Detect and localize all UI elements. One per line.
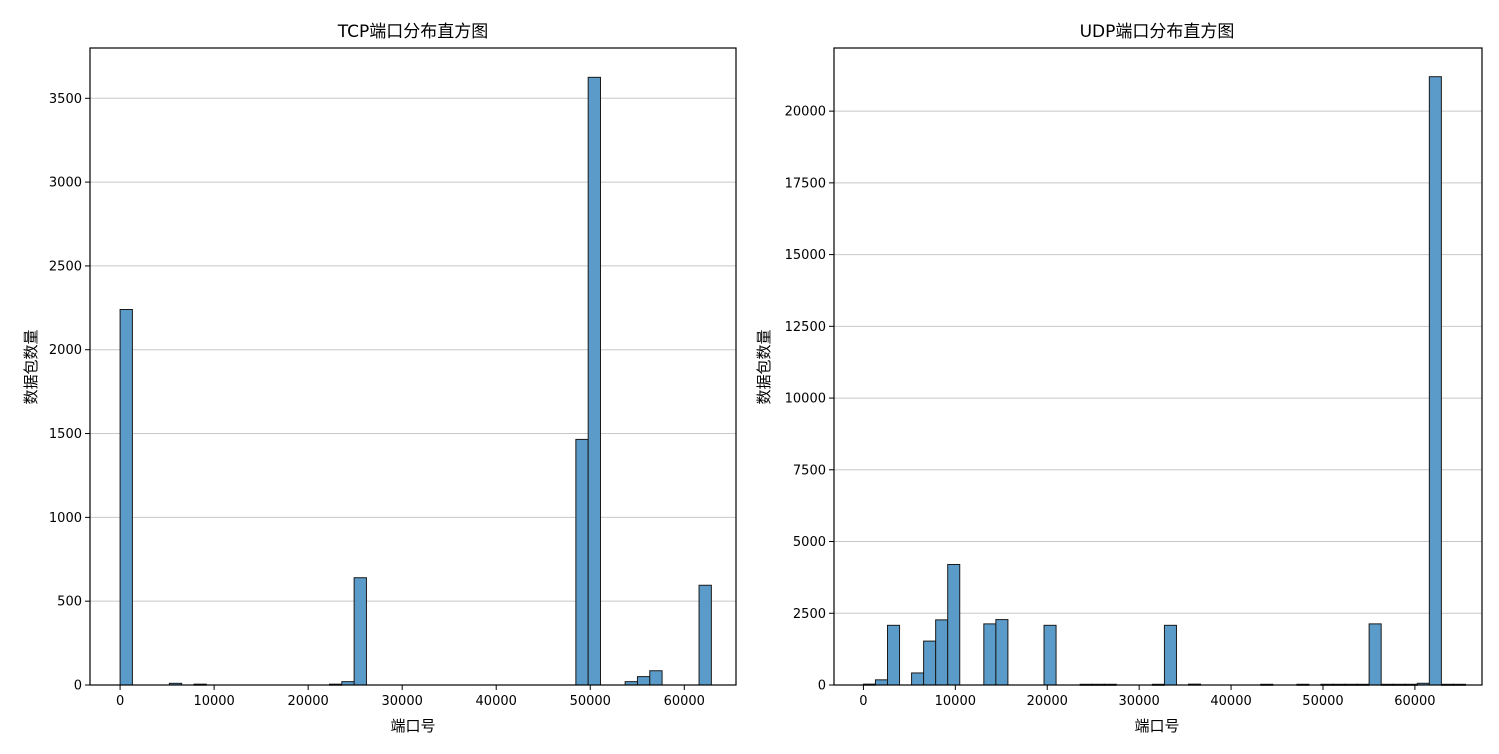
udp-xtick-label-10000: 10000 <box>935 694 976 709</box>
udp-ticks: 0 2500 5000 7500 10000 12500 15000 17500 20000 0 1… <box>785 105 1436 709</box>
udp-xtick-label-30000: 30000 <box>1118 694 1159 709</box>
tcp-xtick-label-20000: 20000 <box>287 694 328 709</box>
udp-bar-5 <box>935 619 949 686</box>
udp-x-axis-label: 端口号 <box>1134 717 1179 735</box>
udp-chart-title: UDP端口分布直方图 <box>1080 22 1235 42</box>
tcp-ytick-label-3500: 3500 <box>49 92 82 107</box>
tcp-xtick-label-50000: 50000 <box>570 694 611 709</box>
tcp-ytick-label-3000: 3000 <box>49 176 82 191</box>
udp-ytick-label-2500: 2500 <box>793 607 826 622</box>
udp-ytick-label-15000: 15000 <box>785 248 826 263</box>
tcp-bar-10 <box>649 670 663 686</box>
tcp-ytick-label-2000: 2000 <box>49 343 82 358</box>
udp-ytick-label-20000: 20000 <box>785 105 826 120</box>
udp-ytick-label-5000: 5000 <box>793 535 826 550</box>
tcp-bar-9 <box>636 676 651 686</box>
udp-bar-6 <box>947 563 961 686</box>
udp-ytick-label-10000: 10000 <box>785 392 826 407</box>
udp-bar-22 <box>1368 623 1382 686</box>
udp-bar-27 <box>1428 76 1442 686</box>
tcp-y-axis-label: 数据包数量 <box>22 329 40 404</box>
tcp-ytick-label-500: 500 <box>57 595 82 610</box>
tcp-bar-5 <box>353 577 367 686</box>
tcp-xtick-label-40000: 40000 <box>476 694 517 709</box>
udp-xtick-label-40000: 40000 <box>1210 694 1251 709</box>
udp-bars <box>862 76 1466 686</box>
udp-xtick-label-60000: 60000 <box>1394 694 1435 709</box>
udp-bar-7 <box>983 623 997 686</box>
udp-ytick-label-17500: 17500 <box>785 176 826 191</box>
udp-plot-frame <box>833 47 1483 686</box>
tcp-ytick-label-0: 0 <box>74 679 82 694</box>
tcp-bars <box>119 76 712 686</box>
udp-bar-1 <box>874 679 888 686</box>
udp-ytick-label-0: 0 <box>818 679 826 694</box>
udp-xtick-label-0: 0 <box>859 694 867 709</box>
udp-ytick-label-7500: 7500 <box>793 463 826 478</box>
udp-xtick-label-50000: 50000 <box>1302 694 1343 709</box>
udp-bar-4 <box>923 640 937 686</box>
tcp-ytick-label-2500: 2500 <box>49 259 82 274</box>
tcp-x-axis-label: 端口号 <box>390 717 435 735</box>
tcp-bar-7 <box>587 76 601 686</box>
tcp-ytick-label-1000: 1000 <box>49 511 82 526</box>
tcp-bar-11 <box>698 584 712 686</box>
udp-bar-9 <box>1043 624 1057 686</box>
udp-histogram-panel: UDP端口分布直方图 端口号 数据包数量 0 2500 5000 7500 10000 1… <box>755 22 1483 735</box>
tcp-xtick-label-30000: 30000 <box>382 694 423 709</box>
udp-y-axis-label: 数据包数量 <box>755 329 773 404</box>
tcp-xtick-label-10000: 10000 <box>193 694 234 709</box>
tcp-ytick-label-1500: 1500 <box>49 427 82 442</box>
tcp-gridlines <box>90 97 736 686</box>
udp-bar-14 <box>1163 624 1177 686</box>
tcp-bar-6 <box>575 438 589 686</box>
udp-bar-2 <box>886 624 901 686</box>
tcp-histogram-panel: TCP端口分布直方图 端口号 数据包数量 0 500 1000 1500 2000 250… <box>22 22 737 735</box>
udp-bar-3 <box>911 672 925 686</box>
udp-ytick-label-12500: 12500 <box>785 320 826 335</box>
tcp-ticks: 0 500 1000 1500 2000 2500 3000 3500 0 10000 20000 3… <box>49 92 705 709</box>
tcp-plot-frame <box>89 47 737 686</box>
tcp-bar-0 <box>119 309 133 686</box>
udp-xtick-label-20000: 20000 <box>1027 694 1068 709</box>
tcp-xtick-label-60000: 60000 <box>664 694 705 709</box>
udp-gridlines <box>834 110 1482 686</box>
udp-bar-8 <box>995 619 1009 686</box>
tcp-xtick-label-0: 0 <box>116 694 124 709</box>
tcp-chart-title: TCP端口分布直方图 <box>337 22 489 42</box>
